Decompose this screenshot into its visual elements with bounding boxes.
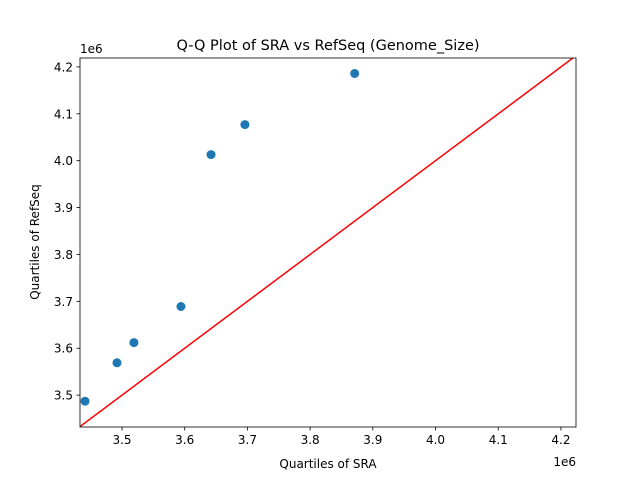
x-tick-label: 3.9 [363, 433, 382, 447]
data-point [240, 120, 250, 130]
data-point [206, 150, 216, 160]
x-tick-label: 3.5 [112, 433, 131, 447]
y-axis-label: Quartiles of RefSeq [28, 184, 42, 300]
chart-title: Q-Q Plot of SRA vs RefSeq (Genome_Size) [176, 38, 479, 54]
x-tick-label: 3.7 [238, 433, 257, 447]
data-point [112, 358, 122, 368]
data-point [80, 396, 90, 406]
reference-line [80, 58, 575, 427]
x-tick-label: 4.0 [426, 433, 445, 447]
data-point [176, 302, 186, 312]
x-tick-label: 4.2 [551, 433, 570, 447]
x-offset-label: 1e6 [553, 455, 576, 469]
x-axis-label: Quartiles of SRA [279, 457, 377, 471]
y-tick-label: 4.0 [54, 154, 73, 168]
x-tick-label: 3.6 [175, 433, 194, 447]
y-tick-label: 4.2 [54, 60, 73, 74]
y-tick-label: 3.7 [54, 295, 73, 309]
y-tick-label: 4.1 [54, 107, 73, 121]
axes-frame [79, 57, 577, 428]
y-tick-label: 3.5 [54, 389, 73, 403]
y-tick-label: 3.8 [54, 248, 73, 262]
y-offset-label: 1e6 [80, 42, 103, 56]
x-tick-label: 3.8 [301, 433, 320, 447]
data-point [129, 338, 139, 348]
y-tick-label: 3.9 [54, 201, 73, 215]
y-tick-label: 3.6 [54, 342, 73, 356]
x-tick-label: 4.1 [489, 433, 508, 447]
data-point [350, 68, 360, 78]
